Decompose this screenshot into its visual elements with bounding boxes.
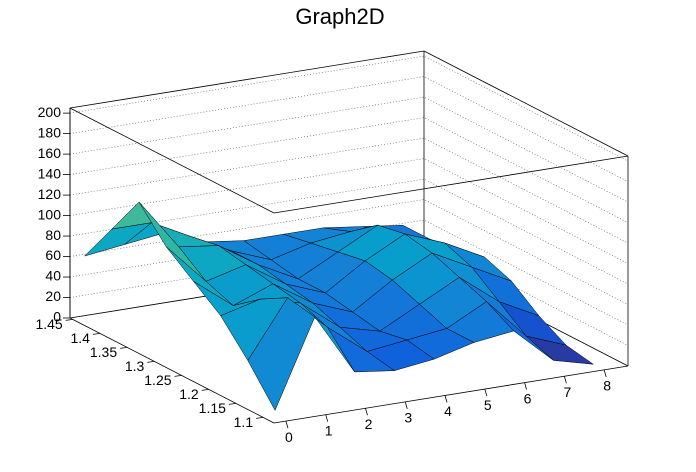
x-tick [484, 388, 488, 397]
x-tick-label: 5 [484, 397, 492, 413]
box-edge [69, 107, 275, 214]
y-tick-label: 1.35 [90, 344, 117, 360]
x-tick-label: 7 [563, 384, 571, 400]
y-tick-label: 1.25 [144, 372, 171, 388]
box-edge [273, 155, 629, 214]
y-tick [228, 403, 236, 405]
y-tick [256, 417, 264, 419]
x-tick-label: 6 [524, 390, 532, 406]
x-tick [325, 414, 329, 422]
x-tick [404, 401, 408, 409]
y-tick-label: 1.45 [35, 316, 62, 332]
x-tick [563, 376, 567, 384]
z-tick-label: 100 [38, 206, 62, 222]
y-tick [120, 347, 128, 349]
x-tick [365, 408, 368, 416]
z-tick-label: 120 [38, 186, 62, 202]
surface-cell [247, 297, 316, 411]
y-tick-label: 1.3 [125, 358, 145, 374]
x-tick [444, 395, 448, 403]
x-axis [273, 365, 629, 424]
z-tick-label: 40 [45, 268, 61, 284]
x-tick-label: 0 [285, 429, 293, 445]
chart-title: Graph2D [295, 4, 384, 29]
z-tick-label: 20 [45, 288, 61, 304]
y-tick-label: 1.1 [234, 414, 254, 430]
x-tick [285, 420, 289, 429]
y-tick [201, 389, 209, 391]
z-tick-label: 180 [38, 124, 62, 140]
x-tick-label: 2 [365, 416, 373, 432]
z-tick-label: 140 [38, 165, 62, 181]
x-tick-label: 1 [325, 422, 333, 438]
x-tick [603, 369, 607, 377]
x-tick-label: 3 [404, 410, 412, 426]
y-axis [69, 317, 275, 424]
y-tick [65, 319, 73, 321]
x-tick-label: 8 [603, 378, 611, 394]
y-tick-label: 1.15 [199, 400, 226, 416]
z-tick-label: 80 [45, 227, 61, 243]
z-tick-label: 200 [38, 104, 62, 120]
z-tick-label: 0 [53, 309, 61, 325]
z-tick-label: 160 [38, 145, 62, 161]
y-tick [174, 375, 182, 377]
z-tick-label: 60 [45, 247, 61, 263]
box-edge [423, 50, 629, 157]
x-tick-label: 4 [444, 403, 452, 419]
x-tick [524, 382, 527, 390]
y-tick-label: 1.4 [70, 330, 90, 346]
y-tick [92, 333, 100, 335]
box-edge [69, 50, 425, 109]
y-tick [147, 361, 155, 363]
y-tick-label: 1.2 [179, 386, 199, 402]
